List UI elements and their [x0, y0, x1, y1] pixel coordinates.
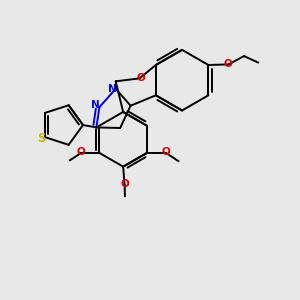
Text: O: O: [162, 147, 170, 157]
Text: N: N: [91, 100, 99, 110]
Text: O: O: [136, 74, 145, 83]
Text: O: O: [76, 147, 85, 157]
Text: O: O: [224, 59, 233, 69]
Text: S: S: [38, 132, 46, 145]
Text: O: O: [120, 179, 129, 189]
Text: N: N: [108, 84, 116, 94]
